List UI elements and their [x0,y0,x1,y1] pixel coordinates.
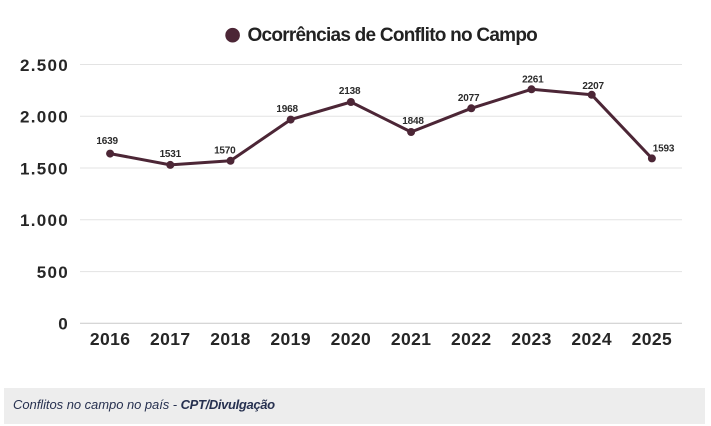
svg-text:1531: 1531 [160,149,182,160]
svg-text:1.500: 1.500 [20,159,69,178]
svg-text:2022: 2022 [451,329,492,349]
svg-text:2016: 2016 [90,329,131,349]
svg-text:2.500: 2.500 [20,56,69,75]
svg-text:1593: 1593 [653,144,675,155]
svg-text:Ocorrências de Conflito no Cam: Ocorrências de Conflito no Campo [248,25,538,46]
svg-text:0: 0 [58,315,69,334]
svg-text:1968: 1968 [276,104,298,115]
svg-text:1639: 1639 [96,136,118,147]
svg-text:2020: 2020 [331,329,372,349]
svg-text:2018: 2018 [210,329,251,349]
svg-text:2019: 2019 [270,329,311,349]
svg-text:2207: 2207 [582,81,604,92]
svg-text:2021: 2021 [391,329,432,349]
svg-text:2023: 2023 [511,329,552,349]
svg-text:1570: 1570 [214,146,236,157]
svg-text:2138: 2138 [339,86,361,97]
svg-text:1848: 1848 [402,116,424,127]
svg-text:2024: 2024 [571,329,612,349]
svg-text:2077: 2077 [458,93,480,104]
svg-text:2.000: 2.000 [20,108,69,127]
svg-text:1.000: 1.000 [20,211,69,230]
svg-text:2025: 2025 [632,329,673,349]
svg-text:2261: 2261 [522,75,544,86]
svg-text:500: 500 [37,263,69,282]
svg-text:2017: 2017 [150,329,191,349]
